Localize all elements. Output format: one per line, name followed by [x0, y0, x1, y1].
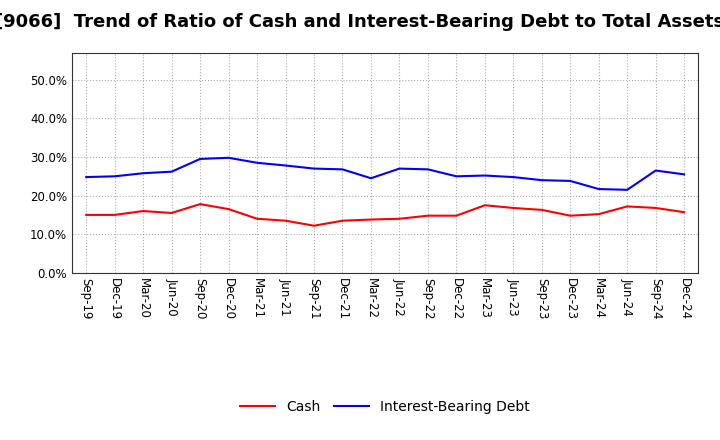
Cash: [566, 213, 575, 218]
Interest-Bearing Debt: [82, 174, 91, 180]
Interest-Bearing Debt: [225, 155, 233, 161]
Interest-Bearing Debt: [366, 176, 375, 181]
Cash: [395, 216, 404, 221]
Legend: Cash, Interest-Bearing Debt: Cash, Interest-Bearing Debt: [235, 394, 536, 419]
Cash: [110, 212, 119, 217]
Cash: [595, 212, 603, 217]
Interest-Bearing Debt: [423, 167, 432, 172]
Interest-Bearing Debt: [167, 169, 176, 174]
Cash: [623, 204, 631, 209]
Cash: [509, 205, 518, 211]
Interest-Bearing Debt: [253, 160, 261, 165]
Interest-Bearing Debt: [537, 177, 546, 183]
Interest-Bearing Debt: [338, 167, 347, 172]
Interest-Bearing Debt: [196, 156, 204, 161]
Interest-Bearing Debt: [480, 173, 489, 178]
Interest-Bearing Debt: [282, 163, 290, 168]
Cash: [652, 205, 660, 211]
Interest-Bearing Debt: [509, 174, 518, 180]
Cash: [225, 206, 233, 212]
Cash: [310, 223, 318, 228]
Text: [9066]  Trend of Ratio of Cash and Interest-Bearing Debt to Total Assets: [9066] Trend of Ratio of Cash and Intere…: [0, 13, 720, 31]
Cash: [253, 216, 261, 221]
Cash: [196, 202, 204, 207]
Interest-Bearing Debt: [680, 172, 688, 177]
Cash: [537, 207, 546, 213]
Cash: [480, 202, 489, 208]
Interest-Bearing Debt: [452, 174, 461, 179]
Cash: [680, 209, 688, 215]
Cash: [139, 209, 148, 214]
Interest-Bearing Debt: [395, 166, 404, 171]
Line: Cash: Cash: [86, 204, 684, 226]
Cash: [167, 210, 176, 216]
Cash: [338, 218, 347, 224]
Interest-Bearing Debt: [652, 168, 660, 173]
Interest-Bearing Debt: [310, 166, 318, 171]
Cash: [423, 213, 432, 218]
Line: Interest-Bearing Debt: Interest-Bearing Debt: [86, 158, 684, 190]
Interest-Bearing Debt: [110, 174, 119, 179]
Cash: [82, 212, 91, 217]
Interest-Bearing Debt: [595, 187, 603, 192]
Interest-Bearing Debt: [623, 187, 631, 192]
Interest-Bearing Debt: [566, 178, 575, 183]
Cash: [366, 217, 375, 222]
Cash: [282, 218, 290, 224]
Interest-Bearing Debt: [139, 171, 148, 176]
Cash: [452, 213, 461, 218]
